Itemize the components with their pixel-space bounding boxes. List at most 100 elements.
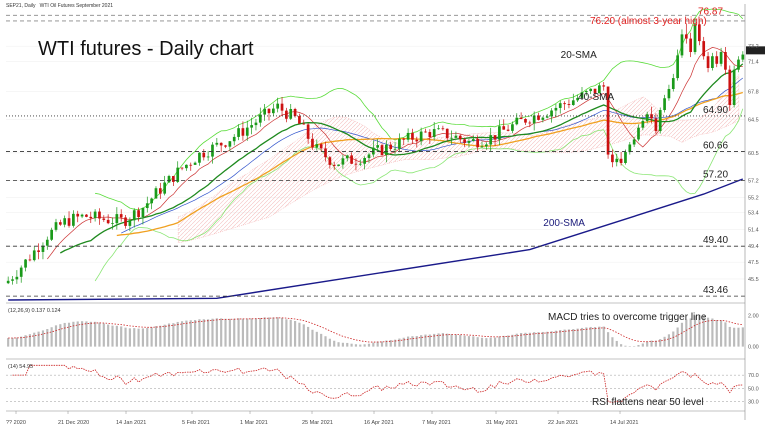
- candle: [580, 86, 584, 100]
- candle: [50, 227, 53, 242]
- candle-body: [145, 203, 149, 209]
- candle: [480, 141, 484, 148]
- candle: [328, 155, 332, 169]
- candle: [532, 111, 536, 131]
- candle-body: [150, 198, 153, 204]
- x-tick-label: 21 Dec 2020: [58, 420, 89, 426]
- candle: [124, 215, 127, 229]
- candle-body: [632, 139, 636, 145]
- y-tick-label: 71.4: [748, 59, 759, 65]
- candle: [515, 113, 519, 126]
- candle-body: [180, 167, 184, 169]
- candle: [458, 134, 462, 143]
- candle-body: [228, 141, 232, 147]
- candle-body: [498, 126, 501, 140]
- candle-body: [624, 152, 627, 163]
- candle: [463, 137, 466, 147]
- candle-body: [54, 222, 58, 230]
- candle-body: [163, 182, 167, 194]
- macd-signal-line: [8, 317, 743, 343]
- candle-body: [332, 164, 336, 166]
- candle-body: [637, 127, 640, 140]
- level-label: 57.20: [703, 170, 728, 181]
- candle-body: [98, 211, 101, 219]
- candle-body: [419, 131, 423, 142]
- candle-body: [741, 54, 745, 60]
- candle: [645, 111, 649, 124]
- candle-body: [202, 152, 206, 158]
- candle-body: [398, 138, 401, 149]
- candle-body: [141, 208, 145, 218]
- candle: [415, 136, 419, 148]
- candle: [41, 242, 45, 260]
- candle-body: [50, 229, 53, 240]
- candle-body: [550, 110, 553, 117]
- y-tick-label: 73.2: [748, 44, 759, 50]
- candle: [589, 88, 593, 95]
- candle-body: [715, 56, 719, 64]
- candle-body: [376, 145, 380, 148]
- candle: [389, 142, 393, 152]
- candle-body: [650, 114, 653, 119]
- candle-body: [485, 144, 488, 147]
- candle-body: [389, 144, 393, 150]
- candle-body: [298, 116, 301, 124]
- candle-body: [515, 117, 519, 125]
- rsi-annotation: RSI flattens near 50 level: [592, 397, 704, 408]
- candle-body: [350, 155, 353, 164]
- candle: [119, 209, 123, 222]
- candle: [406, 128, 410, 143]
- x-tick-label: 25 Mar 2021: [302, 420, 333, 426]
- candle-body: [732, 69, 736, 105]
- candle: [680, 29, 684, 58]
- candle: [380, 143, 384, 156]
- candle-body: [293, 108, 297, 117]
- candle-body: [263, 108, 266, 115]
- candle: [437, 125, 440, 130]
- candle: [185, 164, 188, 171]
- candle: [454, 131, 458, 139]
- candle-body: [702, 41, 706, 57]
- candle: [537, 112, 540, 121]
- level-label: 43.46: [703, 285, 728, 296]
- x-tick-label: 16 Apr 2021: [364, 420, 394, 426]
- rsi-y-tick: 30.0: [748, 399, 759, 405]
- candle: [476, 135, 480, 151]
- candle-body: [19, 267, 23, 277]
- candle-body: [658, 110, 662, 132]
- candle-body: [641, 120, 645, 128]
- candle: [45, 236, 49, 250]
- candle-body: [89, 216, 93, 219]
- x-tick-label: 1 Mar 2021: [240, 420, 268, 426]
- candle-body: [198, 152, 201, 163]
- rsi-line: [12, 364, 743, 404]
- candle-body: [115, 214, 119, 224]
- candle-body: [11, 279, 14, 281]
- candle: [663, 94, 666, 113]
- candle-body: [193, 162, 197, 165]
- candle-body: [63, 218, 67, 225]
- candle-body: [489, 135, 493, 145]
- candle-body: [463, 139, 466, 143]
- candle: [563, 101, 566, 110]
- candle: [724, 46, 727, 75]
- candle-body: [271, 108, 275, 114]
- candle-body: [576, 97, 579, 101]
- candle-body: [415, 139, 419, 142]
- candle: [158, 182, 162, 199]
- candle: [245, 120, 249, 141]
- y-tick-label: 49.4: [748, 244, 759, 250]
- candle: [219, 142, 223, 153]
- candle: [676, 49, 679, 81]
- candle: [189, 162, 193, 171]
- candle: [306, 123, 310, 144]
- candle: [150, 197, 153, 210]
- candle-body: [80, 214, 84, 217]
- candle: [337, 164, 340, 167]
- macd-y-tick: 0.00: [748, 345, 759, 351]
- candle: [619, 152, 623, 166]
- candle: [584, 90, 588, 96]
- y-tick-label: 47.5: [748, 260, 759, 266]
- candle-body: [354, 163, 358, 165]
